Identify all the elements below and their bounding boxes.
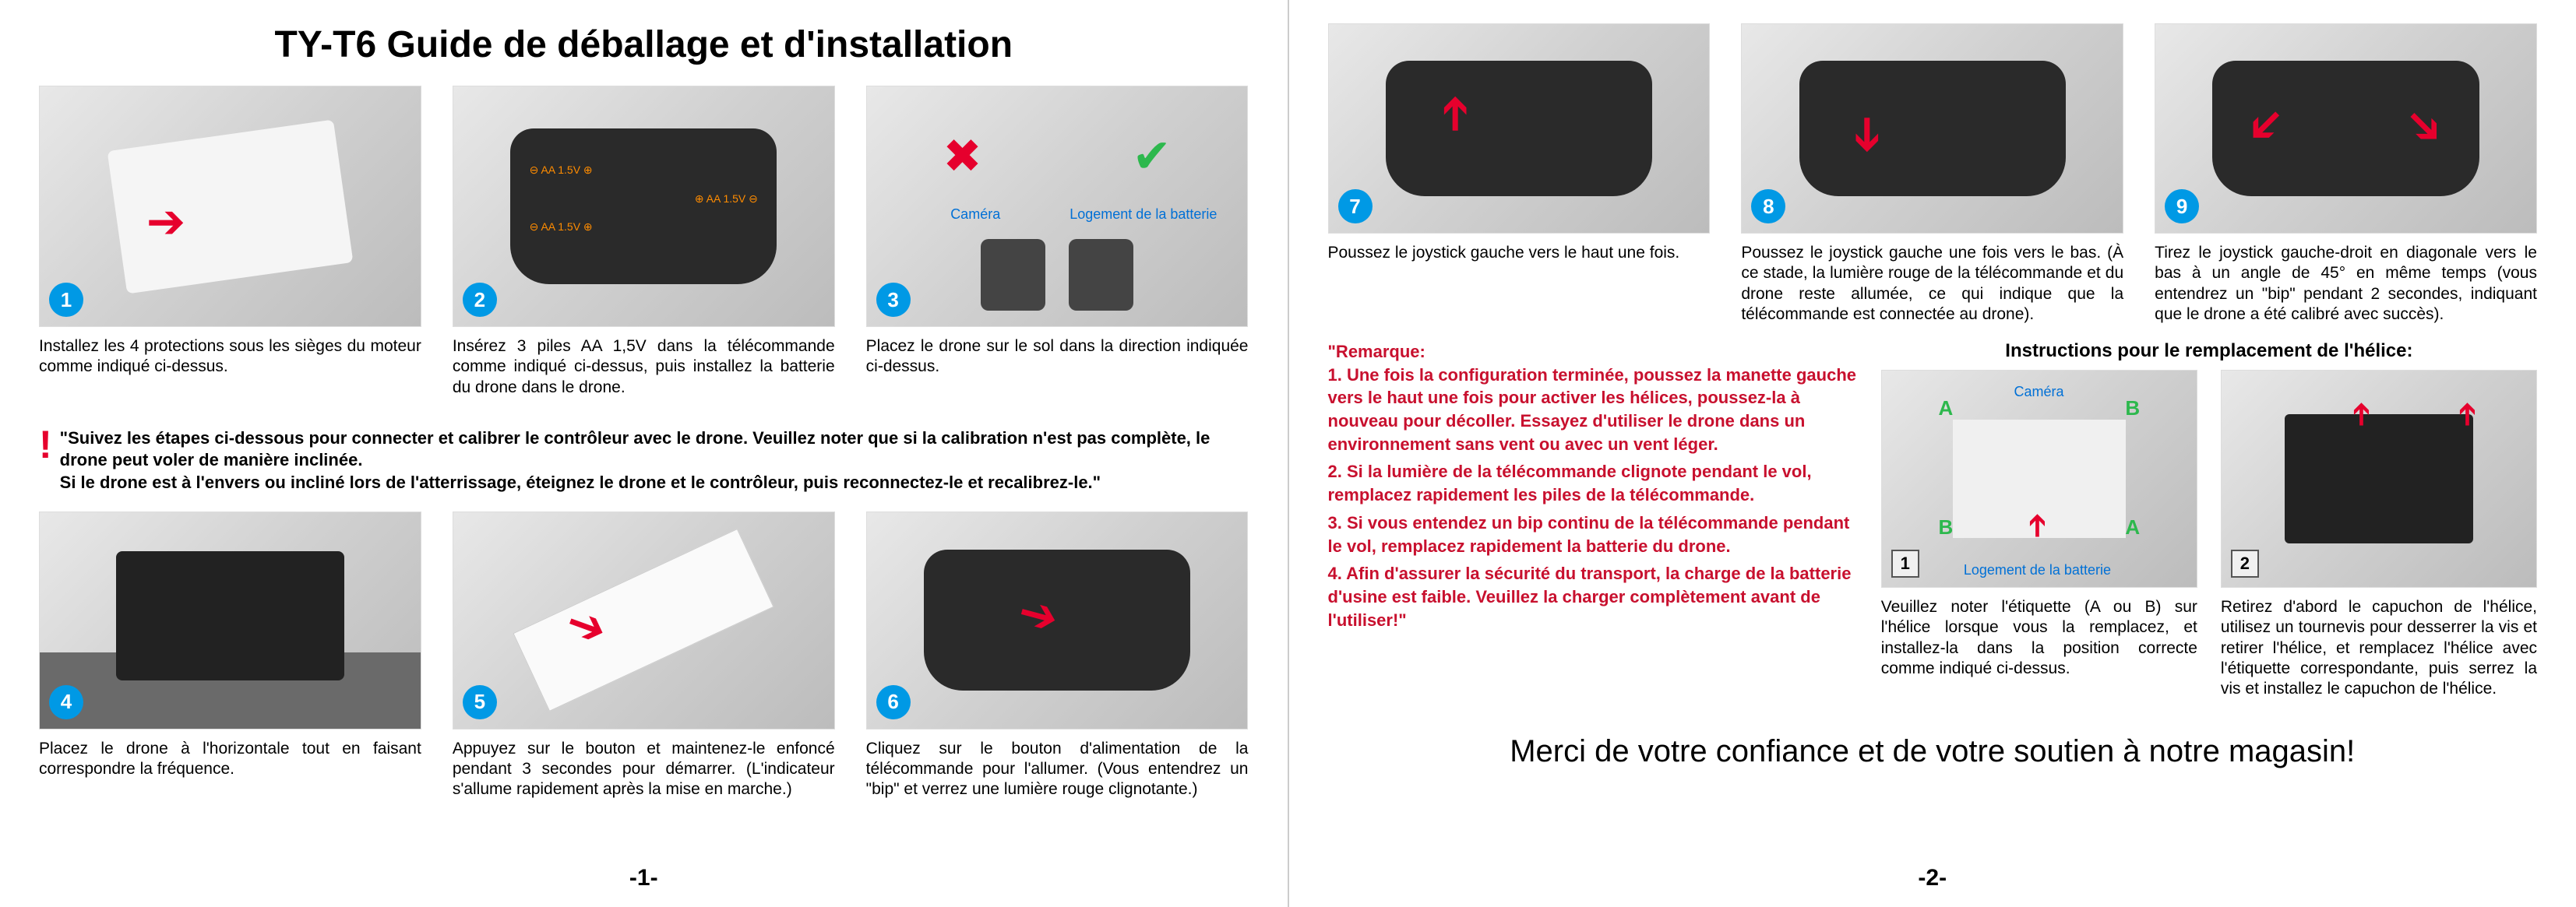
- step-6-image: ➔ 6: [866, 512, 1249, 729]
- step-9-caption: Tirez le joystick gauche-droit en diagon…: [2155, 243, 2537, 325]
- battery-slot-label: Logement de la batterie: [1070, 206, 1217, 223]
- page-2: ➔ 7 Poussez le joystick gauche vers le h…: [1289, 0, 2576, 907]
- steps-row-1: ➔ 1 Installez les 4 protections sous les…: [39, 86, 1249, 398]
- prop-step-1: A B B A Caméra Logement de la batterie ➔…: [1881, 370, 2197, 699]
- prop-1-image: A B B A Caméra Logement de la batterie ➔…: [1881, 370, 2197, 588]
- prop-1-caption: Veuillez noter l'étiquette (A ou B) sur …: [1881, 597, 2197, 679]
- drone-illustration: [116, 551, 344, 681]
- warning-icon: !: [39, 427, 52, 462]
- warning-block: ! "Suivez les étapes ci-dessous pour con…: [39, 427, 1249, 494]
- square-badge: 1: [1891, 550, 1919, 578]
- step-8-caption: Poussez le joystick gauche une fois vers…: [1741, 243, 2123, 325]
- step-1: ➔ 1 Installez les 4 protections sous les…: [39, 86, 421, 398]
- step-4-image: 4: [39, 512, 421, 729]
- remark-list: 1. Une fois la configuration terminée, p…: [1328, 364, 1858, 632]
- propeller-row: A B B A Caméra Logement de la batterie ➔…: [1881, 370, 2537, 699]
- propeller-heading: Instructions pour le remplacement de l'h…: [1881, 340, 2537, 362]
- remark-item-4: 4. Afin d'assurer la sécurité du transpo…: [1328, 562, 1858, 631]
- step-1-caption: Installez les 4 protections sous les siè…: [39, 336, 421, 378]
- step-7-caption: Poussez le joystick gauche vers le haut …: [1328, 243, 1711, 263]
- arrow-up-icon: ➔: [1428, 94, 1482, 133]
- square-badge: 2: [2231, 550, 2259, 578]
- label-b2: B: [1939, 515, 1954, 540]
- controller-illustration: [1386, 61, 1652, 196]
- step-badge: 4: [49, 685, 83, 719]
- prop-2-caption: Retirez d'abord le capuchon de l'hélice,…: [2221, 597, 2537, 699]
- arrow-up-icon: ➔: [2018, 513, 2054, 540]
- arrow-icon: ➔: [146, 195, 185, 249]
- step-7-image: ➔ 7: [1328, 23, 1711, 234]
- steps-row-2: 4 Placez le drone à l'horizontale tout e…: [39, 512, 1249, 800]
- step-6: ➔ 6 Cliquez sur le bouton d'alimentation…: [866, 512, 1249, 800]
- step-8: ➔ 8 Poussez le joystick gauche une fois …: [1741, 23, 2123, 325]
- lower-row: "Remarque: 1. Une fois la configuration …: [1328, 340, 2538, 699]
- camera-label: Caméra: [950, 206, 1000, 223]
- step-7: ➔ 7 Poussez le joystick gauche vers le h…: [1328, 23, 1711, 325]
- step-3-caption: Placez le drone sur le sol dans la direc…: [866, 336, 1249, 378]
- steps-row-3: ➔ 7 Poussez le joystick gauche vers le h…: [1328, 23, 2538, 325]
- label-a: A: [1939, 396, 1954, 420]
- remark-column: "Remarque: 1. Une fois la configuration …: [1328, 340, 1858, 636]
- remark-title: "Remarque:: [1328, 340, 1858, 364]
- label-a2: A: [2125, 515, 2140, 540]
- controller-illustration: [510, 128, 777, 284]
- mini-controller-icon: [981, 239, 1045, 311]
- step-1-image: ➔ 1: [39, 86, 421, 327]
- step-badge: 1: [49, 283, 83, 317]
- mini-controller-icon: [1069, 239, 1133, 311]
- warning-line-2: Si le drone est à l'envers ou incliné lo…: [60, 473, 1101, 492]
- warning-line-1: "Suivez les étapes ci-dessous pour conne…: [60, 428, 1210, 470]
- propeller-closeup: [2285, 414, 2473, 544]
- remark-item-2: 2. Si la lumière de la télécommande clig…: [1328, 460, 1858, 506]
- step-badge: 5: [463, 685, 497, 719]
- battery-slot-label: Logement de la batterie: [1964, 562, 2111, 578]
- prop-step-2: ➔ ➔ 2 Retirez d'abord le capuchon de l'h…: [2221, 370, 2537, 699]
- remark-item-3: 3. Si vous entendez un bip continu de la…: [1328, 512, 1858, 557]
- warning-text: "Suivez les étapes ci-dessous pour conne…: [60, 427, 1249, 494]
- drone-body-illustration: [513, 529, 774, 712]
- step-badge: 6: [876, 685, 911, 719]
- battery-label-icon: ⊖ AA 1.5V ⊕: [530, 220, 593, 234]
- step-9-image: ➔ ➔ 9: [2155, 23, 2537, 234]
- step-badge: 2: [463, 283, 497, 317]
- arrow-up-icon: ➔: [2342, 402, 2378, 428]
- page-number: -1-: [39, 865, 1249, 891]
- arrow-up-icon: ➔: [2449, 402, 2485, 428]
- prop-2-image: ➔ ➔ 2: [2221, 370, 2537, 588]
- page-1: TY-T6 Guide de déballage et d'installati…: [0, 0, 1288, 907]
- step-badge: 3: [876, 283, 911, 317]
- step-8-image: ➔ 8: [1741, 23, 2123, 234]
- step-5-image: ➔ 5: [453, 512, 835, 729]
- step-3: ✖ ✔ Caméra Logement de la batterie 3 Pla…: [866, 86, 1249, 398]
- remark-item-1: 1. Une fois la configuration terminée, p…: [1328, 364, 1858, 456]
- battery-label-icon: ⊕ AA 1.5V ⊖: [695, 192, 758, 206]
- step-6-caption: Cliquez sur le bouton d'alimentation de …: [866, 739, 1249, 800]
- step-2-caption: Insérez 3 piles AA 1,5V dans la télécomm…: [453, 336, 835, 398]
- remark-block: "Remarque: 1. Une fois la configuration …: [1328, 340, 1858, 631]
- page-title: TY-T6 Guide de déballage et d'installati…: [39, 23, 1249, 66]
- battery-label-icon: ⊖ AA 1.5V ⊕: [530, 163, 593, 177]
- check-icon: ✔: [1132, 129, 1171, 184]
- step-3-image: ✖ ✔ Caméra Logement de la batterie 3: [866, 86, 1249, 327]
- arrow-down-icon: ➔: [1841, 115, 1895, 154]
- camera-label: Caméra: [2014, 384, 2063, 400]
- step-badge: 9: [2165, 189, 2199, 223]
- step-5-caption: Appuyez sur le bouton et maintenez-le en…: [453, 739, 835, 800]
- page-number: -2-: [1328, 865, 2538, 891]
- step-4-caption: Placez le drone à l'horizontale tout en …: [39, 739, 421, 780]
- step-4: 4 Placez le drone à l'horizontale tout e…: [39, 512, 421, 800]
- step-2-image: ⊖ AA 1.5V ⊕ ⊕ AA 1.5V ⊖ ⊖ AA 1.5V ⊕ 2: [453, 86, 835, 327]
- drone-illustration: [107, 119, 353, 294]
- controller-illustration: [1799, 61, 2066, 196]
- label-b: B: [2125, 396, 2140, 420]
- mini-controllers: [981, 239, 1133, 311]
- propeller-column: Instructions pour le remplacement de l'h…: [1881, 340, 2537, 699]
- thanks-message: Merci de votre confiance et de votre sou…: [1328, 734, 2538, 769]
- step-9: ➔ ➔ 9 Tirez le joystick gauche-droit en …: [2155, 23, 2537, 325]
- x-icon: ✖: [943, 129, 981, 184]
- step-5: ➔ 5 Appuyez sur le bouton et maintenez-l…: [453, 512, 835, 800]
- step-2: ⊖ AA 1.5V ⊕ ⊕ AA 1.5V ⊖ ⊖ AA 1.5V ⊕ 2 In…: [453, 86, 835, 398]
- step-badge: 8: [1751, 189, 1785, 223]
- step-badge: 7: [1338, 189, 1373, 223]
